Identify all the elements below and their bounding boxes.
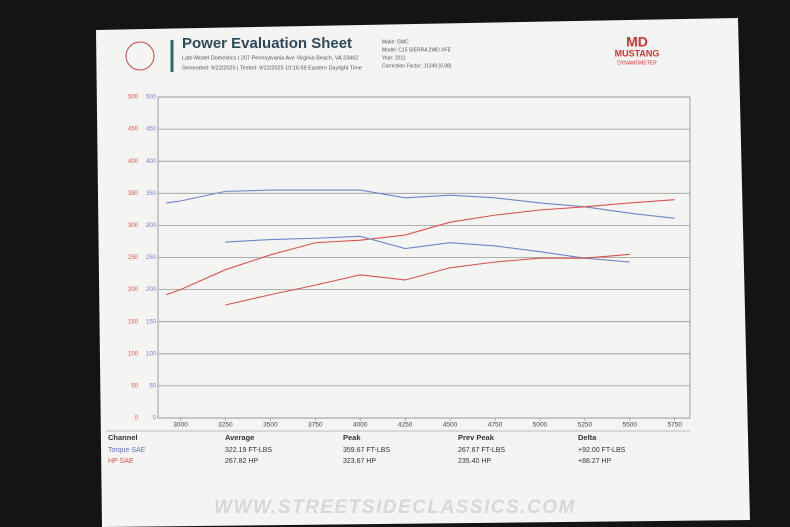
table-header: Delta xyxy=(578,433,597,442)
vehicle-info: Correction Factor: J1349 (0.98) xyxy=(382,63,452,69)
y2-tick-label: 0 xyxy=(153,416,157,422)
vehicle-info: Model: C15 SIERRA 2WD XFE xyxy=(382,47,452,53)
table-cell: 267.82 HP xyxy=(225,458,258,465)
y2-tick-label: 250 xyxy=(146,255,157,261)
y2-tick-label: 350 xyxy=(146,191,157,197)
y2-tick-label: 450 xyxy=(146,127,157,133)
table-cell: HP SAE xyxy=(108,458,134,465)
y-tick-label: 250 xyxy=(128,255,139,261)
y2-tick-label: 400 xyxy=(146,159,157,165)
table-cell: 359.67 FT-LBS xyxy=(343,447,390,454)
x-tick-label: 3750 xyxy=(308,422,323,429)
x-tick-label: 5000 xyxy=(533,422,548,429)
y-tick-label: 100 xyxy=(128,351,139,357)
table: Channel Average Peak Prev Peak Delta Torque S… xyxy=(108,433,626,465)
table-header: Channel xyxy=(108,433,138,442)
x-tick-label: 3000 xyxy=(173,422,188,429)
y-tick-label: 0 xyxy=(135,416,139,422)
y-tick-label: 150 xyxy=(128,319,139,325)
y2-tick-label: 100 xyxy=(146,351,157,357)
table-cell: 235.40 HP xyxy=(458,458,491,465)
table-cell: 322.19 FT-LBS xyxy=(225,447,272,454)
series-line xyxy=(225,253,630,306)
x-tick-label: 3250 xyxy=(218,422,233,429)
address: Late Model Domestics | 207 Pennsylvania … xyxy=(182,55,358,61)
y-tick-label: 200 xyxy=(128,287,139,293)
series-line xyxy=(165,199,675,296)
logo-dynamometer: DYNAMOMETER xyxy=(617,60,657,66)
x-tick-label: 4250 xyxy=(398,422,413,429)
y2-tick-label: 200 xyxy=(146,287,157,293)
y2-tick-label: 500 xyxy=(146,95,157,101)
table-cell: 267.67 FT-LBS xyxy=(458,447,505,454)
table-cell: +92.00 FT-LBS xyxy=(578,447,626,454)
table-cell: 323.67 HP xyxy=(343,458,376,465)
x-tick-label: 4500 xyxy=(443,422,458,429)
y-tick-label: 500 xyxy=(128,95,139,101)
table-header: Peak xyxy=(343,433,361,442)
logo-md: MD xyxy=(626,34,648,50)
y-tick-label: 400 xyxy=(128,159,139,165)
vehicle-info: Year: 2011 xyxy=(382,55,406,61)
x-tick-label: 5750 xyxy=(667,422,682,429)
x-tick-label: 3500 xyxy=(263,422,278,429)
y-tick-label: 350 xyxy=(128,191,139,197)
y-tick-label: 50 xyxy=(131,383,138,389)
table-cell: Torque SAE xyxy=(108,447,146,454)
x-tick-label: 5500 xyxy=(623,422,638,429)
y2-tick-label: 50 xyxy=(149,383,156,389)
y2-tick-label: 150 xyxy=(146,319,157,325)
y2-tick-label: 300 xyxy=(146,223,157,229)
chart: 0501001502002503003504004505000501001502… xyxy=(128,95,690,429)
paper xyxy=(96,18,750,527)
table-header: Prev Peak xyxy=(458,433,495,442)
table-cell: +88.27 HP xyxy=(578,458,612,465)
y-tick-label: 300 xyxy=(128,223,139,229)
logo-mustang: MUSTANG xyxy=(615,48,660,58)
vehicle-info: Make: GMC xyxy=(382,39,409,45)
watermark: WWW.STREETSIDECLASSICS.COM xyxy=(214,497,576,518)
x-tick-label: 4000 xyxy=(353,422,368,429)
title: Power Evaluation Sheet xyxy=(182,35,352,52)
table-header: Average xyxy=(225,433,254,442)
y-tick-label: 450 xyxy=(128,127,139,133)
generated: Generated: 9/22/2025 | Tested: 9/22/2025… xyxy=(182,65,362,71)
series-line xyxy=(225,235,630,263)
x-tick-label: 5250 xyxy=(578,422,593,429)
logo-circle xyxy=(125,41,155,71)
x-tick-label: 4750 xyxy=(488,422,503,429)
